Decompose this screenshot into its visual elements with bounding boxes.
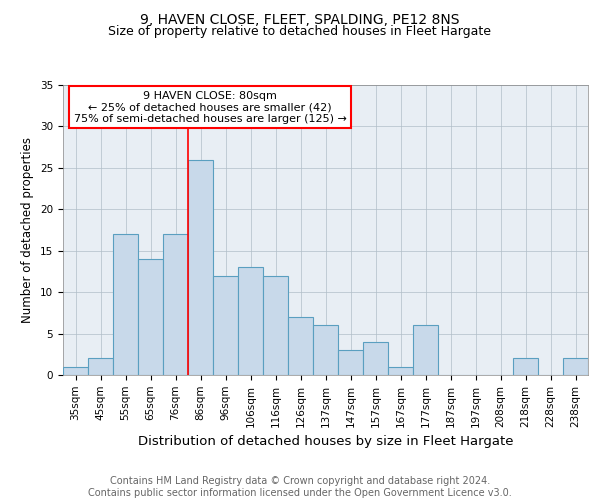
Bar: [238, 268, 263, 375]
Bar: [188, 160, 213, 375]
Bar: [138, 259, 163, 375]
Bar: [363, 342, 388, 375]
Bar: [88, 358, 113, 375]
Bar: [338, 350, 363, 375]
Bar: [513, 358, 538, 375]
Text: 9 HAVEN CLOSE: 80sqm
← 25% of detached houses are smaller (42)
75% of semi-detac: 9 HAVEN CLOSE: 80sqm ← 25% of detached h…: [74, 91, 346, 124]
Bar: [163, 234, 188, 375]
Bar: [388, 366, 413, 375]
Bar: [313, 326, 338, 375]
Bar: [63, 366, 88, 375]
Text: 9, HAVEN CLOSE, FLEET, SPALDING, PE12 8NS: 9, HAVEN CLOSE, FLEET, SPALDING, PE12 8N…: [140, 12, 460, 26]
Bar: [413, 326, 438, 375]
Bar: [113, 234, 138, 375]
Text: Size of property relative to detached houses in Fleet Hargate: Size of property relative to detached ho…: [109, 25, 491, 38]
Bar: [213, 276, 238, 375]
Bar: [288, 317, 313, 375]
Bar: [563, 358, 588, 375]
Bar: [263, 276, 288, 375]
Y-axis label: Number of detached properties: Number of detached properties: [22, 137, 34, 323]
X-axis label: Distribution of detached houses by size in Fleet Hargate: Distribution of detached houses by size …: [138, 435, 513, 448]
Text: Contains HM Land Registry data © Crown copyright and database right 2024.
Contai: Contains HM Land Registry data © Crown c…: [88, 476, 512, 498]
